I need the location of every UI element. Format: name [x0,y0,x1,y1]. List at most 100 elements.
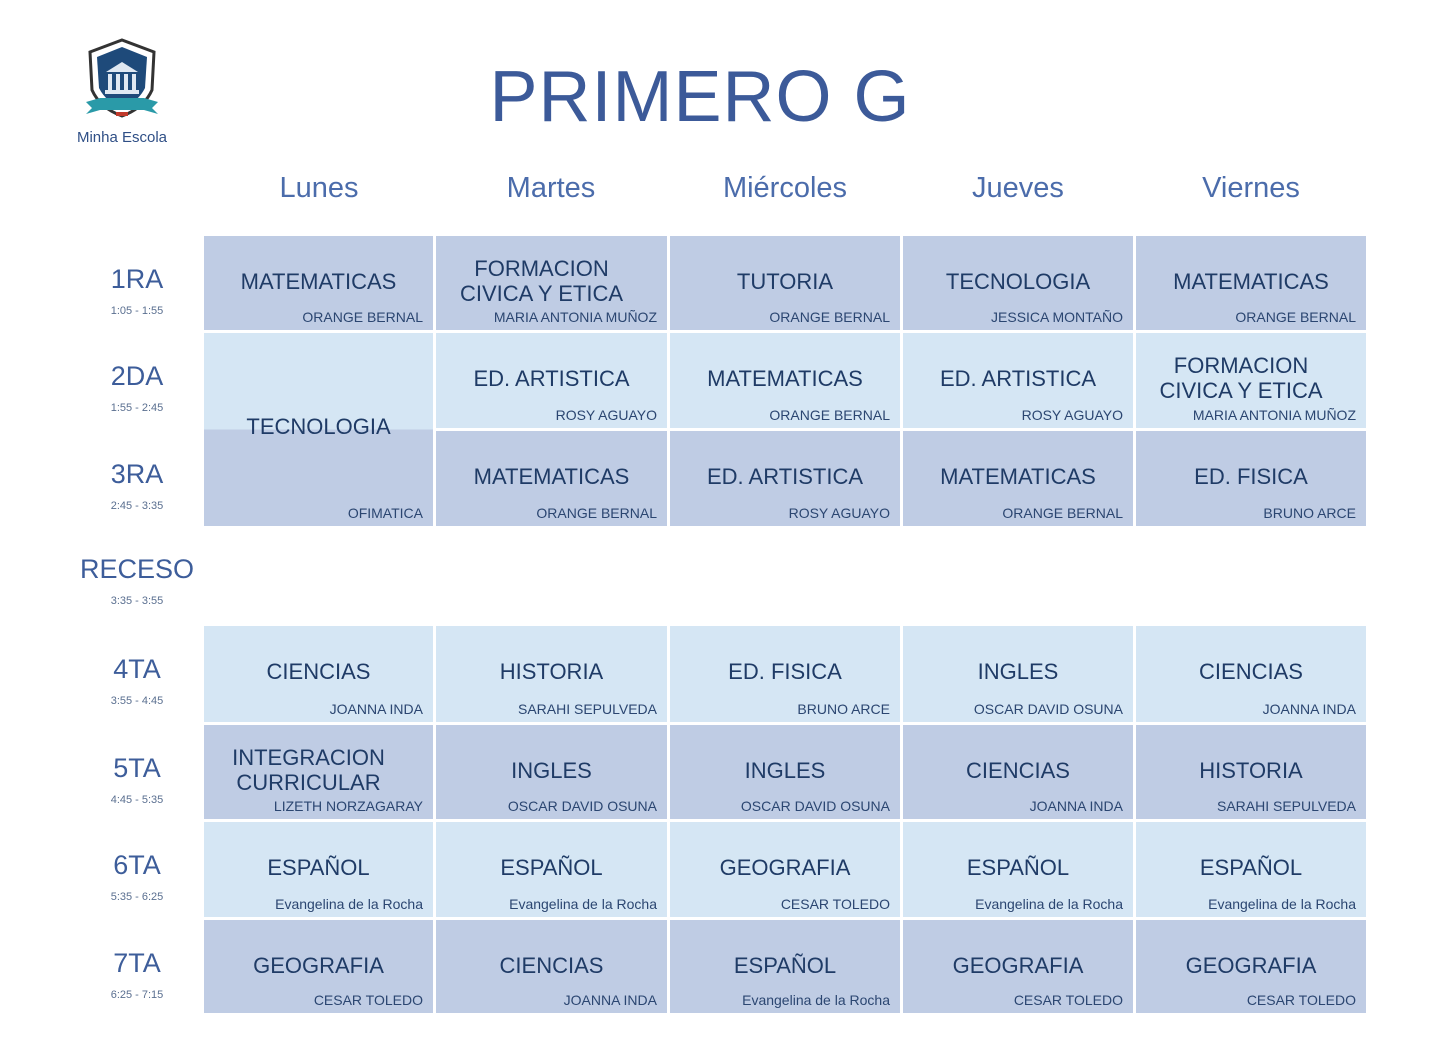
subject-name: TECNOLOGIA [246,413,391,439]
teacher-name: Evangelina de la Rocha [275,896,423,912]
schedule-cell: INGLES OSCAR DAVID OSUNA [436,725,667,819]
subject-name: INGLES [744,758,826,783]
schedule-cell: MATEMATICAS ORANGE BERNAL [1136,236,1366,330]
schedule-cell: ESPAÑOL Evangelina de la Rocha [204,822,433,917]
subject-name: CIENCIAS [499,953,604,978]
schedule-cell: TECNOLOGIA OFIMATICA [204,333,433,526]
schedule-cell: MATEMATICAS ORANGE BERNAL [670,333,900,428]
teacher-name: BRUNO ARCE [1263,505,1356,521]
schedule-cell: ED. FISICA BRUNO ARCE [1136,431,1366,526]
period-label: 2DA 1:55 - 2:45 [70,361,204,414]
subject-name: INGLES [511,758,592,783]
schedule-cell: INGLES OSCAR DAVID OSUNA [670,725,900,819]
schedule-cell: ED. FISICA BRUNO ARCE [670,626,900,722]
university-shield-icon [86,38,158,118]
teacher-name: JOANNA INDA [1262,701,1356,717]
period-name: 2DA [110,361,164,391]
teacher-name: ORANGE BERNAL [1002,505,1123,521]
teacher-name: SARAHI SEPULVEDA [1216,798,1356,814]
teacher-name: MARIA ANTONIA MUÑOZ [493,309,657,325]
subject-name: GEOGRAFIA [952,953,1084,978]
period-name: 4TA [113,654,161,684]
subject-name: ED. FISICA [728,659,842,684]
schedule-cell: MATEMATICAS ORANGE BERNAL [204,236,433,330]
teacher-name: OSCAR DAVID OSUNA [507,798,657,814]
subject-name: ESPAÑOL [1199,855,1303,880]
subject-name: TECNOLOGIA [945,269,1091,294]
subject-name: ESPAÑOL [500,855,603,880]
schedule-cell: INGLES OSCAR DAVID OSUNA [903,626,1133,722]
schedule-cell: MATEMATICAS ORANGE BERNAL [903,431,1133,526]
schedule-cell: GEOGRAFIA CESAR TOLEDO [204,920,433,1013]
period-name: 6TA [113,850,161,880]
teacher-name: CESAR TOLEDO [313,992,423,1008]
subject-name: ED. ARTISTICA [473,366,630,391]
teacher-name: ROSY AGUAYO [555,407,657,423]
schedule-cell: HISTORIA SARAHI SEPULVEDA [1136,725,1366,819]
period-time: 3:35 - 3:55 [110,595,164,607]
schedule-cell: ED. ARTISTICA ROSY AGUAYO [903,333,1133,428]
period-label: 1RA 1:05 - 1:55 [70,264,204,317]
period-time: 1:05 - 1:55 [110,305,164,317]
schedule-cell: FORMACION CIVICA Y ETICA MARIA ANTONIA MU… [436,236,667,330]
schedule-cell: GEOGRAFIA CESAR TOLEDO [670,822,900,917]
schedule-cell: TUTORIA ORANGE BERNAL [670,236,900,330]
teacher-name: CESAR TOLEDO [1246,992,1356,1008]
period-label: 3RA 2:45 - 3:35 [70,459,204,512]
subject-name: GEOGRAFIA [253,953,384,978]
subject-name: ED. FISICA [1194,464,1308,489]
subject-name: MATEMATICAS [1173,269,1329,294]
day-header-2: Miércoles [722,172,848,204]
schedule-cell: MATEMATICAS ORANGE BERNAL [436,431,667,526]
teacher-name: LIZETH NORZAGARAY [273,798,423,814]
teacher-name: CESAR TOLEDO [780,896,890,912]
period-name: RECESO [79,554,195,584]
teacher-name: ROSY AGUAYO [1021,407,1123,423]
teacher-name: JESSICA MONTAÑO [991,309,1123,325]
school-name: Minha Escola [76,129,168,146]
schedule-cell: ESPAÑOL Evangelina de la Rocha [436,822,667,917]
teacher-name: JOANNA INDA [1029,798,1123,814]
day-header-4: Viernes [1202,172,1300,204]
period-time: 5:35 - 6:25 [110,891,164,903]
schedule-cell: CIENCIAS JOANNA INDA [903,725,1133,819]
teacher-name: OSCAR DAVID OSUNA [973,701,1123,717]
schedule-cell: TECNOLOGIA JESSICA MONTAÑO [903,236,1133,330]
subject-name: ED. ARTISTICA [939,366,1097,391]
period-name: 5TA [113,753,161,783]
subject-name: MATEMATICAS [240,269,397,294]
subject-name: INTEGRACION CURRICULAR [232,745,385,795]
teacher-name: SARAHI SEPULVEDA [517,701,657,717]
teacher-name: ORANGE BERNAL [302,309,423,325]
page-title: PRIMERO G [489,57,911,137]
teacher-name: MARIA ANTONIA MUÑOZ [1192,407,1356,423]
teacher-name: Evangelina de la Rocha [1208,896,1356,912]
schedule-cell: INTEGRACION CURRICULAR LIZETH NORZAGARAY [204,725,433,819]
period-label: 6TA 5:35 - 6:25 [70,850,204,903]
day-header-1: Martes [506,172,596,204]
subject-name: HISTORIA [1199,758,1303,783]
subject-name: CIENCIAS [266,659,371,684]
subject-name: ESPAÑOL [733,953,837,978]
day-header-3: Jueves [972,172,1064,204]
subject-name: MATEMATICAS [473,464,630,489]
subject-name: FORMACION CIVICA Y ETICA [1159,353,1323,403]
schedule-cell: GEOGRAFIA CESAR TOLEDO [1136,920,1366,1013]
teacher-name: JOANNA INDA [563,992,657,1008]
schedule-cell: CIENCIAS JOANNA INDA [204,626,433,722]
school-logo: Minha Escola [64,38,180,146]
period-name: 7TA [113,948,161,978]
teacher-name: ROSY AGUAYO [788,505,890,521]
teacher-name: OSCAR DAVID OSUNA [740,798,890,814]
day-header-0: Lunes [279,172,359,204]
subject-name: FORMACION CIVICA Y ETICA [459,256,624,306]
subject-name: GEOGRAFIA [719,855,851,880]
period-time: 1:55 - 2:45 [110,402,164,414]
period-time: 3:55 - 4:45 [110,695,164,707]
teacher-name: ORANGE BERNAL [1235,309,1356,325]
schedule-cell: ESPAÑOL Evangelina de la Rocha [903,822,1133,917]
subject-name: ESPAÑOL [966,855,1070,880]
schedule-cell: ED. ARTISTICA ROSY AGUAYO [436,333,667,428]
period-label: 7TA 6:25 - 7:15 [70,948,204,1001]
subject-name: INGLES [977,659,1059,684]
